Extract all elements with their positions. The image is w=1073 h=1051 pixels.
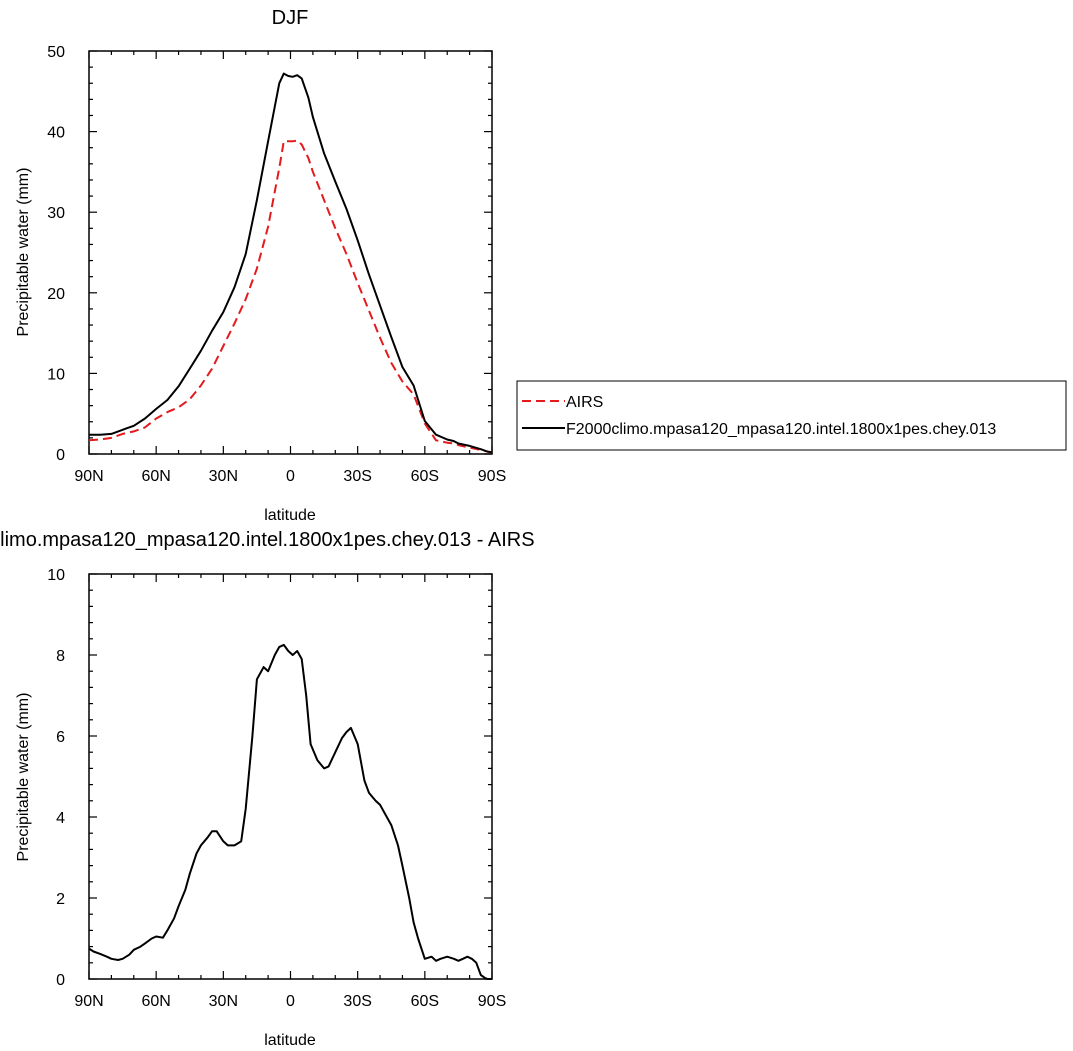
legend-model-label: F2000climo.mpasa120_mpasa120.intel.1800x… — [566, 421, 996, 438]
y-tick-label: 0 — [56, 972, 65, 989]
y-tick-label: 10 — [47, 366, 65, 383]
chart-bottom-series-line-0 — [88, 643, 492, 980]
x-tick-label: 30N — [209, 993, 238, 1010]
x-tick-label: 90S — [478, 468, 506, 485]
y-tick-label: 50 — [47, 44, 65, 61]
y-tick-label: 6 — [56, 729, 65, 746]
y-tick-label: 20 — [47, 286, 65, 303]
y-tick-label: 40 — [47, 125, 65, 142]
chart-bottom-plot-frame — [88, 573, 493, 980]
chart-top-series-line-0 — [88, 139, 493, 454]
y-tick-label: 8 — [56, 648, 65, 665]
chart-bottom-axes: 90N 60N 30N 0 30S 60S 90S 0 2 4 6 8 10 — [47, 567, 506, 1010]
chart-top-series — [88, 72, 493, 454]
x-tick-label: 60N — [141, 993, 170, 1010]
legend-box — [516, 380, 1067, 451]
chart-bottom: F2000climo.mpasa120_mpasa120.intel.1800x… — [0, 529, 535, 1049]
y-tick-label: 30 — [47, 205, 65, 222]
chart-top-ylabel: Precipitable water (mm) — [15, 168, 32, 337]
x-tick-label: 0 — [286, 993, 295, 1010]
legend-airs-label: AIRS — [566, 394, 603, 411]
chart-bottom-ylabel: Precipitable water (mm) — [15, 693, 32, 862]
chart-bottom-xlabel: latitude — [264, 1032, 316, 1049]
x-tick-label: 60S — [411, 468, 439, 485]
chart-top-series-line-1 — [89, 72, 493, 454]
x-tick-label: 0 — [286, 468, 295, 485]
x-tick-label: 30S — [343, 468, 371, 485]
x-tick-label: 90N — [74, 993, 103, 1010]
y-tick-label: 2 — [56, 891, 65, 908]
x-tick-label: 30N — [209, 468, 238, 485]
chart-top-title: DJF — [272, 7, 309, 29]
chart-bottom-series — [88, 643, 492, 980]
x-tick-label: 60S — [411, 993, 439, 1010]
chart-top-axes: 90N 60N 30N 0 30S 60S 90S 0 10 20 30 40 50 — [47, 44, 506, 485]
y-tick-label: 0 — [56, 447, 65, 464]
chart-top-xlabel: latitude — [264, 507, 316, 524]
x-tick-label: 30S — [343, 993, 371, 1010]
x-tick-label: 90S — [478, 993, 506, 1010]
x-tick-label: 60N — [141, 468, 170, 485]
y-tick-label: 4 — [56, 810, 65, 827]
y-tick-label: 10 — [47, 567, 65, 584]
x-tick-label: 90N — [74, 468, 103, 485]
chart-top-legend: AIRS F2000climo.mpasa120_mpasa120.intel.… — [516, 380, 1067, 451]
chart-top: DJF 90N 60N 30N 0 30S 60S 90S 0 10 20 30 40 50 latit… — [15, 7, 1067, 524]
chart-bottom-title: F2000climo.mpasa120_mpasa120.intel.1800x… — [0, 529, 535, 551]
chart-top-plot-frame — [88, 50, 493, 455]
